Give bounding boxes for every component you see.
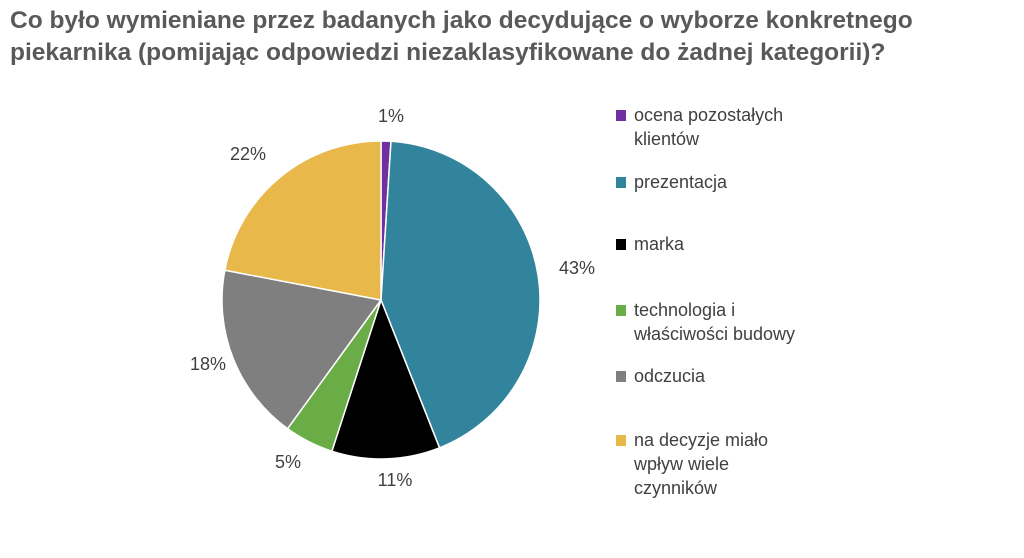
pie-slice [380, 140, 541, 449]
legend-label: technologia i właściwości budowy [634, 298, 846, 346]
legend-label-line: technologia i [634, 300, 736, 320]
legend-label: prezentacja [634, 170, 846, 194]
pie-slice [330, 297, 441, 460]
pie-slice-label: 43% [559, 258, 595, 278]
legend-label: na decyzje miało wpływ wiele czynników [634, 428, 846, 500]
legend-label: odczucia [634, 364, 846, 388]
legend-label-line: wpływ wiele [634, 454, 730, 474]
legend-swatch [616, 177, 626, 188]
pie-slice-label: 1% [378, 106, 404, 126]
legend-label-line: na decyzje miało [634, 430, 769, 450]
pie-slice-label: 22% [230, 144, 266, 164]
legend-swatch [616, 305, 626, 316]
legend-label-line: prezentacja [634, 172, 728, 192]
chart-title: Co było wymieniane przez badanych jako d… [10, 5, 1010, 69]
chart-title-line-1: Co było wymieniane przez badanych jako d… [10, 7, 913, 34]
legend-item-odczucia: odczucia [616, 364, 846, 388]
pie-slice-label: 5% [275, 452, 301, 472]
legend-item-marka: marka [616, 232, 846, 256]
pie-slice-label: 11% [378, 470, 413, 490]
legend-swatch [616, 371, 626, 382]
legend-swatch [616, 435, 626, 446]
pie-slice-label: 18% [190, 354, 226, 374]
legend-swatch [616, 110, 626, 121]
pie-slice [223, 140, 382, 301]
legend-item-wiele-czynnikow: na decyzje miało wpływ wiele czynników [616, 428, 846, 500]
legend-item-technologia: technologia i właściwości budowy [616, 298, 846, 346]
legend-item-ocena-pozostalych-klientow: ocena pozostałych klientów [616, 103, 846, 151]
legend-label-line: ocena pozostałych [634, 105, 784, 125]
legend-label-line: właściwości budowy [634, 324, 796, 344]
chart-title-line-2: piekarnika (pomijając odpowiedzi niezakl… [10, 39, 886, 66]
legend-label-line: czynników [634, 478, 718, 498]
legend-swatch [616, 239, 626, 250]
legend-label: marka [634, 232, 846, 256]
legend-label-line: klientów [634, 129, 700, 149]
legend-item-prezentacja: prezentacja [616, 170, 846, 194]
legend-label-line: odczucia [634, 366, 706, 386]
pie-slice [221, 269, 383, 430]
legend-label: ocena pozostałych klientów [634, 103, 846, 151]
legend-label-line: marka [634, 234, 685, 254]
